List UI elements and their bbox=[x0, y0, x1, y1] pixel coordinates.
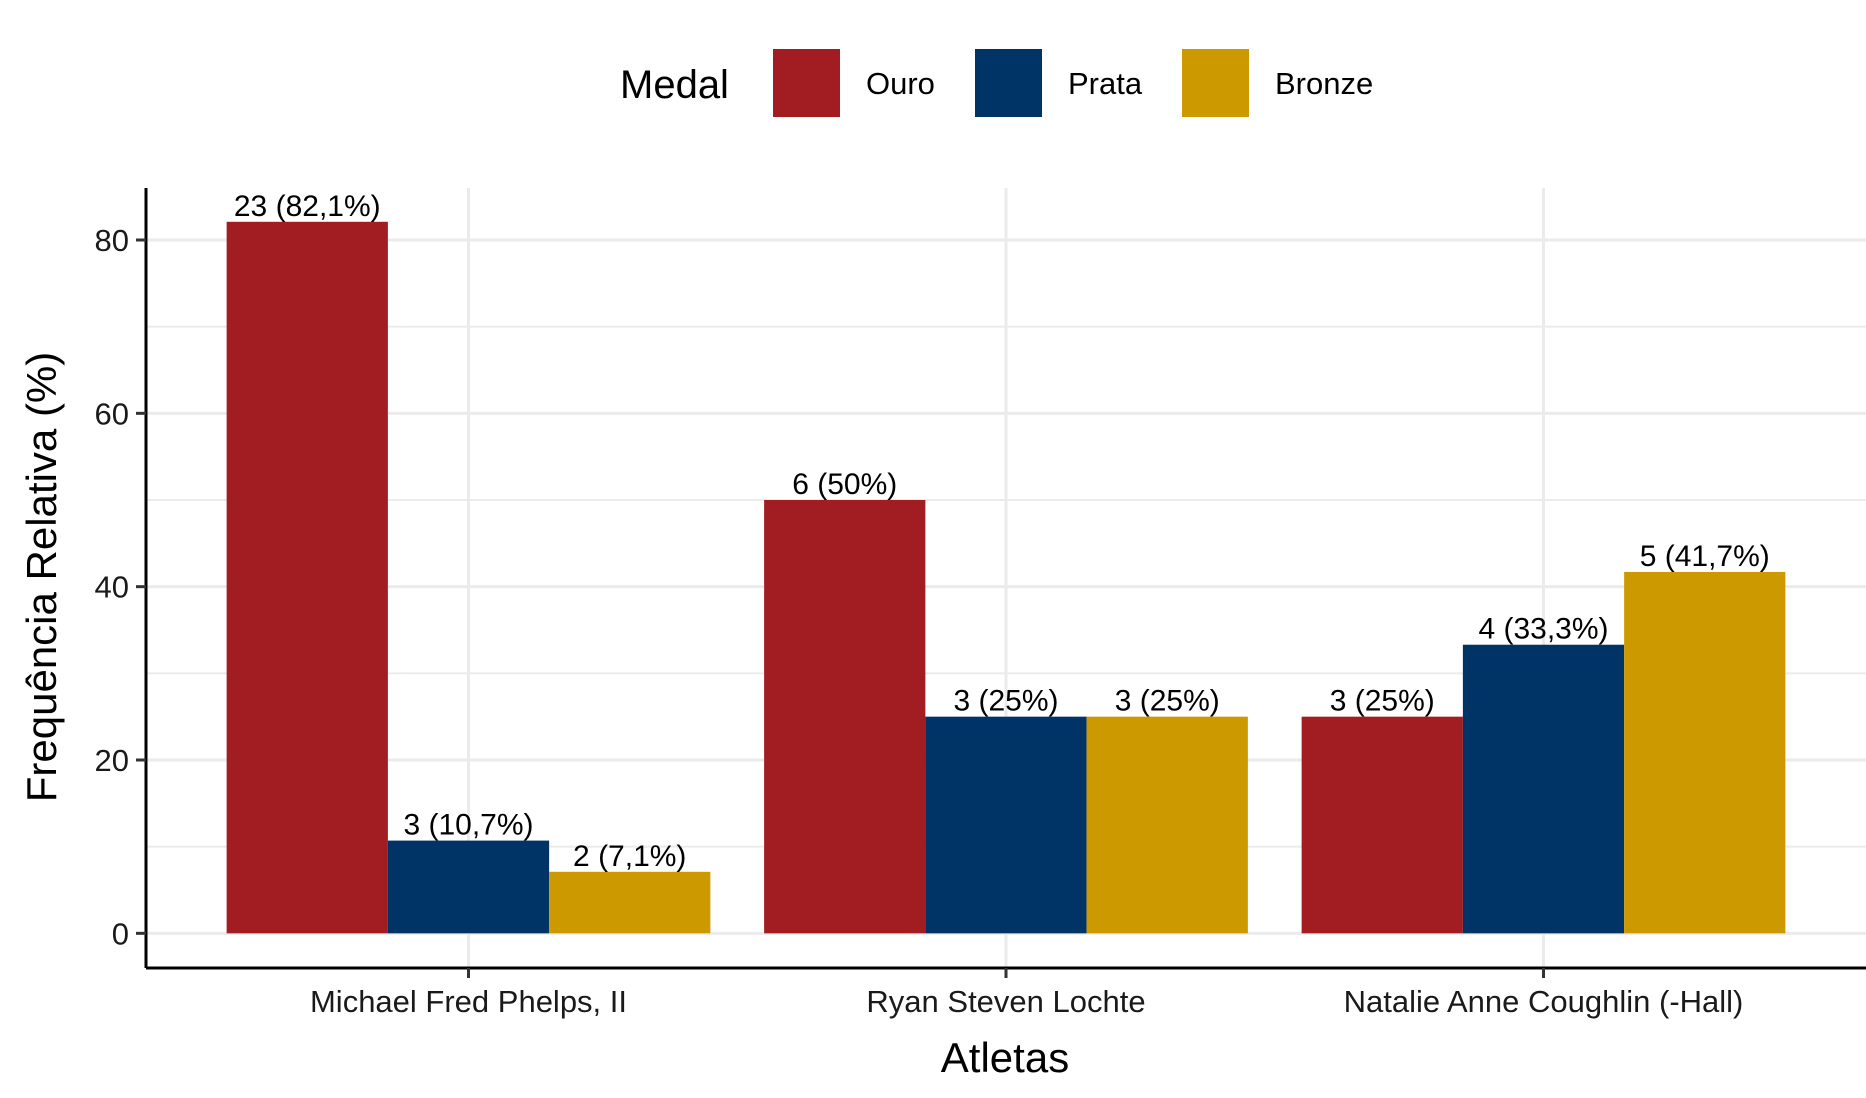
legend-title: Medal bbox=[620, 63, 729, 107]
bar-label: 3 (25%) bbox=[1330, 685, 1435, 718]
x-tick-label: Michael Fred Phelps, II bbox=[310, 984, 627, 1019]
x-tick-label: Ryan Steven Lochte bbox=[866, 984, 1145, 1019]
bar-label: 23 (82,1%) bbox=[234, 190, 381, 223]
bar-bronze-1 bbox=[549, 871, 711, 934]
bar-label: 3 (10,7%) bbox=[403, 809, 533, 842]
bar-ouro-2 bbox=[764, 500, 926, 934]
bar-label: 5 (41,7%) bbox=[1640, 540, 1770, 573]
bar-bronze-3 bbox=[1624, 571, 1786, 934]
legend-key-bronze bbox=[1182, 49, 1249, 117]
bar-bronze-2 bbox=[1086, 716, 1248, 934]
y-axis-title: Frequência Relativa (%) bbox=[18, 352, 65, 803]
legend-key-prata bbox=[975, 49, 1042, 117]
x-tick-label: Natalie Anne Coughlin (-Hall) bbox=[1344, 984, 1744, 1019]
y-tick-label: 40 bbox=[95, 570, 129, 605]
bar-label: 3 (25%) bbox=[953, 685, 1058, 718]
bars: 23 (82,1%) 6 (50%) 3 (25%) 3 (10,7%) 3 (25%)… bbox=[226, 190, 1786, 934]
bar-label: 3 (25%) bbox=[1115, 685, 1220, 718]
bar-ouro-1 bbox=[226, 221, 388, 934]
x-axis-title: Atletas bbox=[941, 1034, 1069, 1081]
axes: 0 20 40 60 80 Michael Fred Phelps, II Ryan Ste… bbox=[95, 188, 1866, 1019]
bar-prata-2 bbox=[925, 716, 1087, 934]
legend-key-ouro bbox=[773, 49, 840, 117]
bar-label: 4 (33,3%) bbox=[1478, 613, 1608, 646]
y-tick-label: 60 bbox=[95, 396, 129, 431]
legend-label-prata: Prata bbox=[1068, 66, 1143, 101]
y-tick-label: 20 bbox=[95, 743, 129, 778]
y-tick-label: 0 bbox=[112, 916, 129, 951]
legend-label-ouro: Ouro bbox=[866, 66, 935, 101]
legend: Medal Ouro Prata Bronze bbox=[620, 49, 1373, 117]
bar-prata-1 bbox=[387, 840, 550, 934]
legend-label-bronze: Bronze bbox=[1275, 66, 1373, 101]
bar-label: 2 (7,1%) bbox=[573, 840, 686, 873]
bar-label: 6 (50%) bbox=[792, 468, 897, 501]
bar-prata-3 bbox=[1462, 644, 1625, 934]
bar-ouro-3 bbox=[1301, 716, 1463, 934]
y-tick-label: 80 bbox=[95, 223, 129, 258]
